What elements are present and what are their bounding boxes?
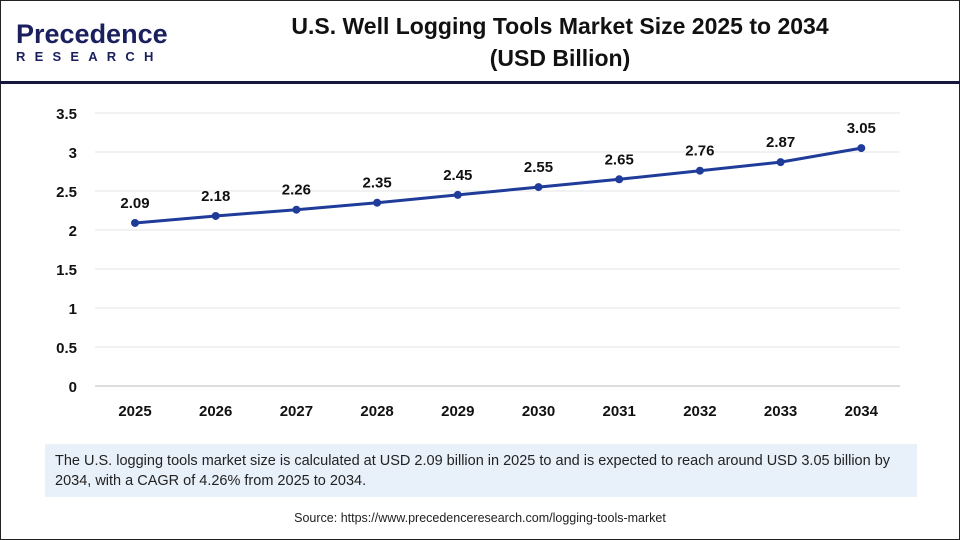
logo: Precedence RESEARCH [16, 20, 168, 64]
logo-text: Precedence [16, 19, 168, 49]
data-point [695, 166, 704, 175]
line-chart: 0 0.5 1 1.5 2 2.5 3 3.5 2025 2026 2027 2028 2029 2030… [56, 106, 900, 420]
data-point [292, 205, 301, 214]
data-label: 3.05 [847, 120, 876, 137]
y-tick-label: 0.5 [56, 340, 77, 357]
data-point [857, 144, 866, 153]
x-tick-label: 2033 [764, 403, 797, 420]
x-tick-label: 2030 [522, 403, 555, 420]
x-tick-label: 2034 [845, 403, 879, 420]
data-label: 2.18 [201, 188, 230, 205]
x-tick-label: 2026 [199, 403, 232, 420]
summary-box: The U.S. logging tools market size is ca… [45, 444, 917, 497]
data-label: 2.45 [443, 167, 472, 184]
x-tick-label: 2027 [280, 403, 313, 420]
data-label: 2.65 [605, 151, 634, 168]
y-tick-label: 2.5 [56, 184, 77, 201]
x-tick-label: 2028 [360, 403, 393, 420]
data-point [776, 158, 785, 167]
y-tick-label: 2 [69, 223, 77, 240]
data-point [131, 218, 139, 227]
y-tick-label: 1 [69, 301, 77, 318]
source-text: Source: https://www.precedenceresearch.c… [294, 511, 666, 525]
data-label: 2.55 [524, 159, 553, 176]
y-tick-label: 0 [69, 379, 77, 396]
x-tick-label: 2032 [683, 403, 716, 420]
data-label: 2.35 [362, 175, 391, 192]
title-line-1: U.S. Well Logging Tools Market Size 2025… [291, 13, 829, 39]
data-label: 2.76 [685, 143, 714, 160]
chart-title: U.S. Well Logging Tools Market Size 2025… [250, 10, 870, 74]
data-label: 2.09 [120, 195, 149, 212]
y-tick-label: 3.5 [56, 106, 77, 123]
x-tick-label: 2029 [441, 403, 474, 420]
logo-subtext: RESEARCH [16, 49, 163, 64]
y-tick-label: 3 [69, 145, 77, 162]
data-point [453, 190, 462, 199]
y-tick-label: 1.5 [56, 262, 77, 279]
data-point [211, 211, 220, 220]
series-line [134, 146, 862, 225]
header-divider [0, 81, 960, 84]
data-point [534, 183, 543, 192]
data-label: 2.26 [282, 182, 311, 199]
title-line-2: (USD Billion) [489, 45, 631, 71]
x-tick-label: 2025 [118, 403, 151, 420]
data-label: 2.87 [766, 134, 795, 151]
data-point [373, 198, 382, 207]
x-tick-label: 2031 [603, 403, 636, 420]
data-point [615, 175, 624, 184]
